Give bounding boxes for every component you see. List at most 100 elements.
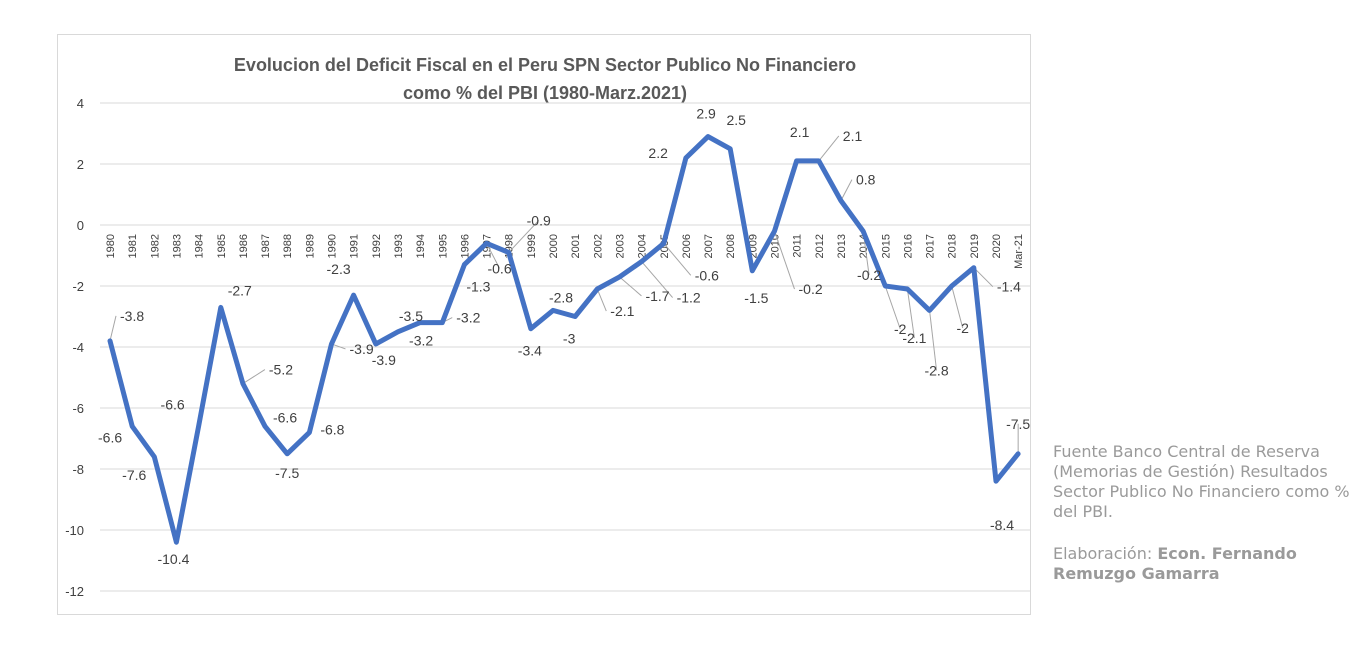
data-label: -3.9 — [350, 341, 374, 357]
leader-line — [242, 369, 266, 385]
x-tick-label: 1982 — [149, 234, 161, 258]
data-label: 2.5 — [726, 112, 746, 128]
x-tick-label: 2013 — [836, 234, 848, 258]
data-label: -1.7 — [645, 288, 669, 304]
y-tick-label: 2 — [77, 157, 84, 172]
data-label: -10.4 — [157, 551, 189, 567]
data-label: -6.8 — [320, 421, 344, 437]
x-tick-label: 2015 — [880, 234, 892, 258]
x-tick-label: 2020 — [991, 234, 1003, 258]
data-label: -3.9 — [372, 352, 396, 368]
data-label: -1.3 — [466, 279, 490, 295]
data-label: -1.2 — [677, 290, 701, 306]
x-axis-ticks: 1980 1981 1982 1983 1984 1985 1986 1987 1988 1989… — [105, 234, 1025, 269]
x-tick-label: 1999 — [526, 234, 538, 258]
data-label: -2 — [956, 320, 969, 336]
data-label: 2.1 — [843, 128, 863, 144]
x-tick-label: 2017 — [925, 234, 937, 258]
x-tick-label: 2010 — [770, 234, 782, 258]
chart-title-line-2: como % del PBI (1980-Marz.2021) — [403, 83, 687, 103]
data-label: -2.7 — [228, 282, 252, 298]
data-label: -6.6 — [161, 396, 185, 412]
data-labels: -3.8 -6.6 -7.6 -10.4 -6.6 -2.7 -5.2 -6.6 -7.5 -6.… — [98, 106, 1030, 568]
data-label: -7.5 — [1006, 416, 1030, 432]
x-tick-label: 2018 — [947, 234, 959, 258]
leader-line — [486, 243, 500, 269]
data-label: 2.1 — [790, 124, 810, 140]
data-label: 2.2 — [648, 145, 668, 161]
x-tick-label: 1984 — [194, 234, 206, 258]
gridlines — [100, 102, 1031, 592]
x-tick-label: 1985 — [216, 234, 228, 258]
data-label: -0.6 — [695, 267, 719, 283]
source-note: Fuente Banco Central de Reserva (Memoria… — [1053, 442, 1353, 606]
leader-line — [774, 230, 795, 290]
series-line-group — [107, 134, 1021, 545]
x-tick-label: Mar-21 — [1013, 234, 1025, 269]
x-tick-label: 1983 — [171, 234, 183, 258]
data-label: -2.1 — [610, 303, 634, 319]
data-label: -1.5 — [744, 290, 768, 306]
data-label: -2.1 — [902, 330, 926, 346]
data-label: -0.6 — [487, 260, 511, 276]
leader-line — [840, 179, 853, 201]
x-tick-label: 2012 — [814, 234, 826, 258]
data-label: 0.8 — [856, 172, 876, 188]
x-tick-label: 1986 — [238, 234, 250, 258]
x-tick-label: 1993 — [393, 234, 405, 258]
data-label: -2.8 — [549, 289, 573, 305]
data-label: -2 — [894, 321, 907, 337]
y-tick-label: -6 — [72, 401, 84, 416]
x-tick-label: 1992 — [371, 234, 383, 258]
credit-prefix: Elaboración: — [1053, 544, 1158, 563]
x-tick-label: 1989 — [304, 234, 316, 258]
leader-line — [619, 276, 642, 297]
y-tick-label: 4 — [77, 96, 84, 111]
deficit-line-chart: Evolucion del Deficit Fiscal en el Peru … — [65, 55, 1031, 599]
source-text: Fuente Banco Central de Reserva (Memoria… — [1053, 442, 1350, 521]
y-tick-label: -10 — [65, 523, 84, 538]
x-tick-label: 1995 — [437, 234, 449, 258]
leader-line — [818, 135, 840, 162]
x-tick-label: 2011 — [792, 234, 804, 258]
x-tick-label: 2003 — [614, 234, 626, 258]
data-label: -0.9 — [527, 212, 551, 228]
data-label: -3.2 — [409, 333, 433, 349]
x-tick-label: 1991 — [349, 234, 361, 258]
data-label: -3.4 — [518, 343, 542, 359]
data-label: -1.4 — [997, 279, 1021, 295]
x-tick-label: 1988 — [282, 234, 294, 258]
leader-lines — [109, 135, 1019, 454]
x-tick-label: 2006 — [681, 234, 693, 258]
leader-line — [109, 315, 117, 342]
x-tick-label: 2002 — [592, 234, 604, 258]
chart-title-line-1: Evolucion del Deficit Fiscal en el Peru … — [234, 55, 856, 75]
x-tick-label: 1980 — [105, 234, 117, 258]
data-label: -6.6 — [273, 409, 297, 425]
y-axis-ticks: 4 2 0 -2 -4 -6 -8 -10 -12 — [65, 96, 84, 599]
x-tick-label: 2007 — [703, 234, 715, 258]
x-tick-label: 2008 — [725, 234, 737, 258]
x-tick-label: 2004 — [637, 234, 649, 258]
data-label: -3.2 — [456, 310, 480, 326]
data-label: -3.5 — [399, 308, 423, 324]
data-label: -0.2 — [799, 281, 823, 297]
y-tick-label: -2 — [72, 279, 84, 294]
leader-line — [884, 285, 901, 330]
x-tick-label: 1987 — [260, 234, 272, 258]
leader-line — [951, 285, 964, 329]
data-label: -5.2 — [269, 362, 293, 378]
x-tick-label: 2000 — [548, 234, 560, 258]
data-label: -2.8 — [924, 362, 948, 378]
leader-line — [929, 310, 938, 371]
leader-line — [906, 288, 915, 339]
data-label: -8.4 — [990, 517, 1014, 533]
data-label: -7.6 — [122, 467, 146, 483]
x-tick-label: 1990 — [327, 234, 339, 258]
series-line — [107, 134, 1021, 545]
leader-line — [641, 261, 673, 298]
leader-line — [508, 220, 540, 253]
data-label: -6.6 — [98, 429, 122, 445]
data-label: -3.8 — [120, 308, 144, 324]
x-tick-label: 1996 — [459, 234, 471, 258]
